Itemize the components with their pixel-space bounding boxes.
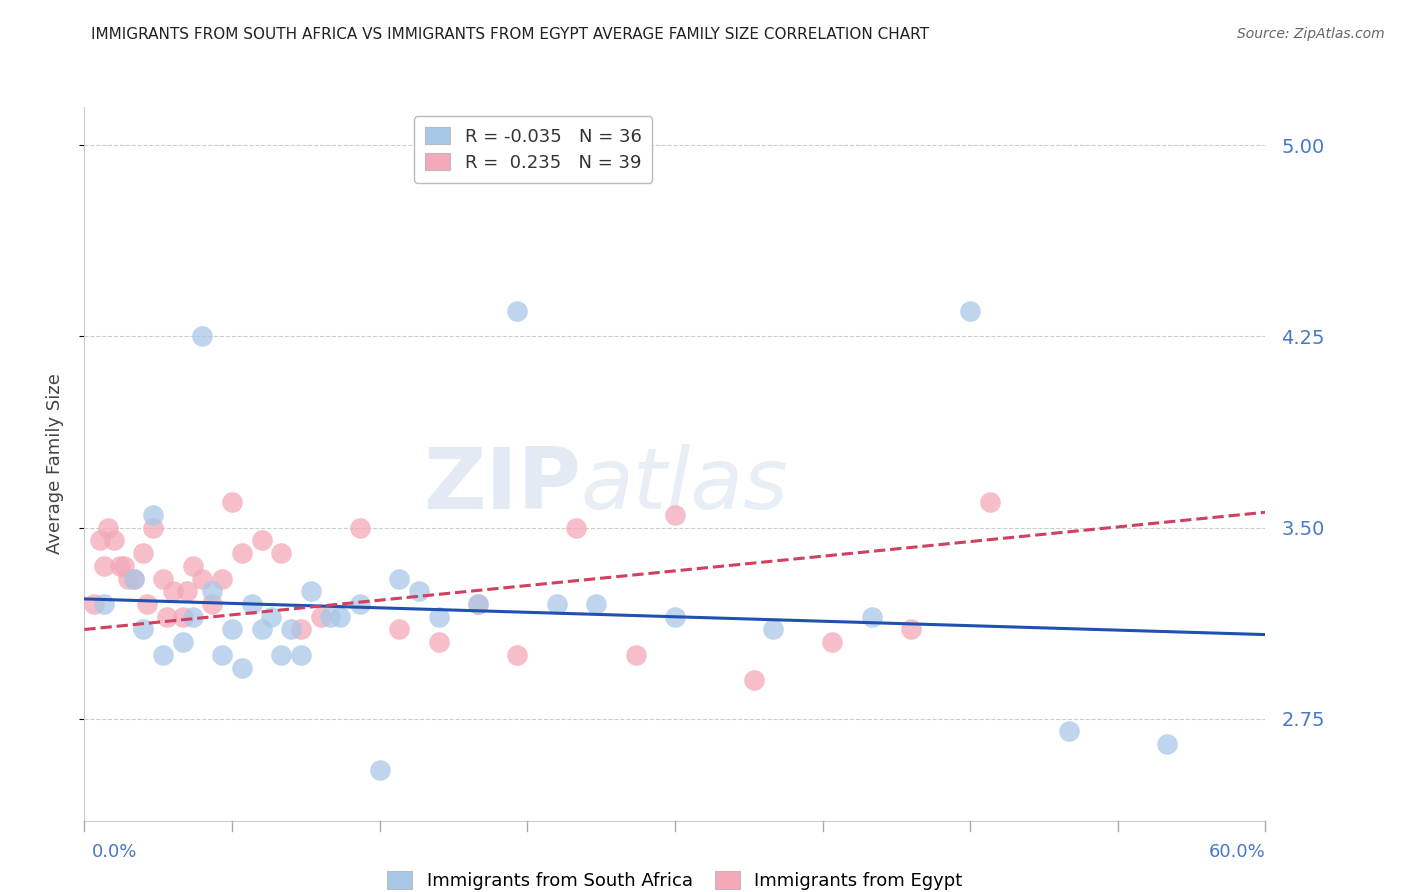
Point — [93, 597, 115, 611]
Point — [191, 329, 214, 343]
Y-axis label: Average Family Size: Average Family Size — [45, 374, 63, 554]
Point — [250, 533, 273, 548]
Point — [349, 520, 371, 534]
Point — [201, 584, 224, 599]
Point — [388, 572, 411, 586]
Point — [585, 597, 607, 611]
Point — [546, 597, 568, 611]
Point — [176, 584, 198, 599]
Point — [122, 572, 145, 586]
Text: IMMIGRANTS FROM SOUTH AFRICA VS IMMIGRANTS FROM EGYPT AVERAGE FAMILY SIZE CORREL: IMMIGRANTS FROM SOUTH AFRICA VS IMMIGRAN… — [91, 27, 929, 42]
Point — [156, 609, 179, 624]
Point — [280, 623, 302, 637]
Point — [299, 584, 322, 599]
Point — [240, 597, 263, 611]
Point — [152, 648, 174, 662]
Point — [132, 546, 155, 560]
Point — [136, 597, 159, 611]
Point — [93, 558, 115, 573]
Point — [506, 304, 529, 318]
Point — [1156, 737, 1178, 751]
Point — [467, 597, 489, 611]
Point — [959, 304, 981, 318]
Point — [309, 609, 332, 624]
Point — [152, 572, 174, 586]
Point — [860, 609, 883, 624]
Point — [83, 597, 105, 611]
Point — [201, 597, 224, 611]
Point — [290, 648, 312, 662]
Text: 0.0%: 0.0% — [91, 843, 136, 861]
Point — [211, 648, 233, 662]
Point — [132, 623, 155, 637]
Point — [565, 520, 588, 534]
Point — [290, 623, 312, 637]
Text: 60.0%: 60.0% — [1209, 843, 1265, 861]
Point — [427, 609, 450, 624]
Point — [191, 572, 214, 586]
Point — [427, 635, 450, 649]
Point — [270, 648, 292, 662]
Point — [89, 533, 111, 548]
Point — [821, 635, 844, 649]
Point — [231, 661, 253, 675]
Point — [388, 623, 411, 637]
Legend: Immigrants from South Africa, Immigrants from Egypt: Immigrants from South Africa, Immigrants… — [380, 864, 970, 892]
Text: ZIP: ZIP — [423, 443, 581, 527]
Point — [142, 520, 165, 534]
Point — [467, 597, 489, 611]
Point — [624, 648, 647, 662]
Point — [108, 558, 131, 573]
Point — [349, 597, 371, 611]
Point — [181, 609, 204, 624]
Point — [329, 609, 352, 624]
Point — [142, 508, 165, 522]
Point — [250, 623, 273, 637]
Point — [103, 533, 125, 548]
Point — [112, 558, 135, 573]
Point — [664, 609, 686, 624]
Point — [172, 635, 194, 649]
Point — [181, 558, 204, 573]
Text: Source: ZipAtlas.com: Source: ZipAtlas.com — [1237, 27, 1385, 41]
Point — [664, 508, 686, 522]
Point — [979, 495, 1001, 509]
Point — [319, 609, 342, 624]
Point — [221, 495, 243, 509]
Point — [408, 584, 430, 599]
Point — [97, 520, 120, 534]
Point — [506, 648, 529, 662]
Point — [260, 609, 283, 624]
Point — [117, 572, 139, 586]
Point — [900, 623, 922, 637]
Point — [742, 673, 765, 688]
Text: atlas: atlas — [581, 443, 789, 527]
Point — [762, 623, 785, 637]
Point — [211, 572, 233, 586]
Point — [270, 546, 292, 560]
Point — [122, 572, 145, 586]
Point — [172, 609, 194, 624]
Point — [368, 763, 391, 777]
Point — [221, 623, 243, 637]
Point — [1057, 724, 1080, 739]
Point — [231, 546, 253, 560]
Point — [162, 584, 184, 599]
